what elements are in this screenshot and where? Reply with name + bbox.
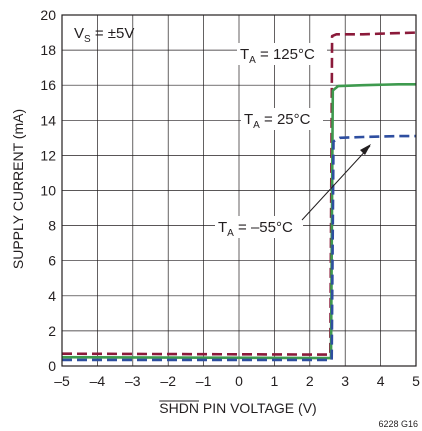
annotation-arrow-line [301,145,371,221]
plot-frame [61,14,417,367]
x-tick-label: 4 [377,373,385,389]
series-label-bg [215,216,303,238]
y-tick-label: 10 [40,183,56,199]
series-line-1 [61,83,416,360]
x-axis-label-rest: PIN VOLTAGE (V) [199,400,317,416]
y-tick-label: 6 [48,253,56,269]
y-tick-label: 8 [48,218,56,234]
x-tick-label: 5 [412,373,420,389]
y-axis-label: SUPPLY CURRENT (mA) [10,109,26,269]
y-tick-labels: 0 2 4 6 8 10 12 14 16 18 20 [40,7,56,374]
series-label-bg [241,108,323,130]
y-tick-label: 16 [40,77,56,93]
series-label-2: TA = –55°C [218,219,293,239]
y-tick-label: 18 [40,42,56,58]
annotation-arrowhead [360,144,371,155]
figure-code: 6228 G16 [378,419,418,429]
x-tick-label: –1 [196,373,212,389]
x-tick-label: 3 [341,373,349,389]
supply-voltage-annotation: VS = ±5V [74,25,134,45]
x-axis-label: SHDN PIN VOLTAGE (V) [159,400,316,416]
series-label-bg [237,43,327,65]
x-tick-label: 2 [306,373,314,389]
x-tick-label: –5 [54,373,70,389]
x-tick-label: 1 [271,373,279,389]
y-tick-label: 14 [40,112,56,128]
annotations: VS = ±5V TA = 125°C TA = 25°C TA = –55°C [74,25,371,239]
series-label-0: TA = 125°C [240,46,315,66]
x-tick-label: –2 [160,373,176,389]
x-tick-labels: –5 –4 –3 –2 –1 0 1 2 3 4 5 [54,373,420,389]
series-group [61,31,417,362]
x-tick-label: –3 [125,373,141,389]
y-tick-label: 2 [48,323,56,339]
series-line-2 [62,134,416,362]
grid [62,15,416,366]
y-tick-label: 0 [48,358,56,374]
y-tick-label: 20 [40,7,56,23]
series-line-0 [61,31,417,356]
y-tick-label: 12 [40,147,56,163]
x-tick-label: 0 [235,373,243,389]
x-tick-label: –4 [90,373,106,389]
x-axis-label-overbar: SHDN [159,400,199,416]
series-label-1: TA = 25°C [244,111,311,131]
y-tick-label: 4 [48,288,56,304]
